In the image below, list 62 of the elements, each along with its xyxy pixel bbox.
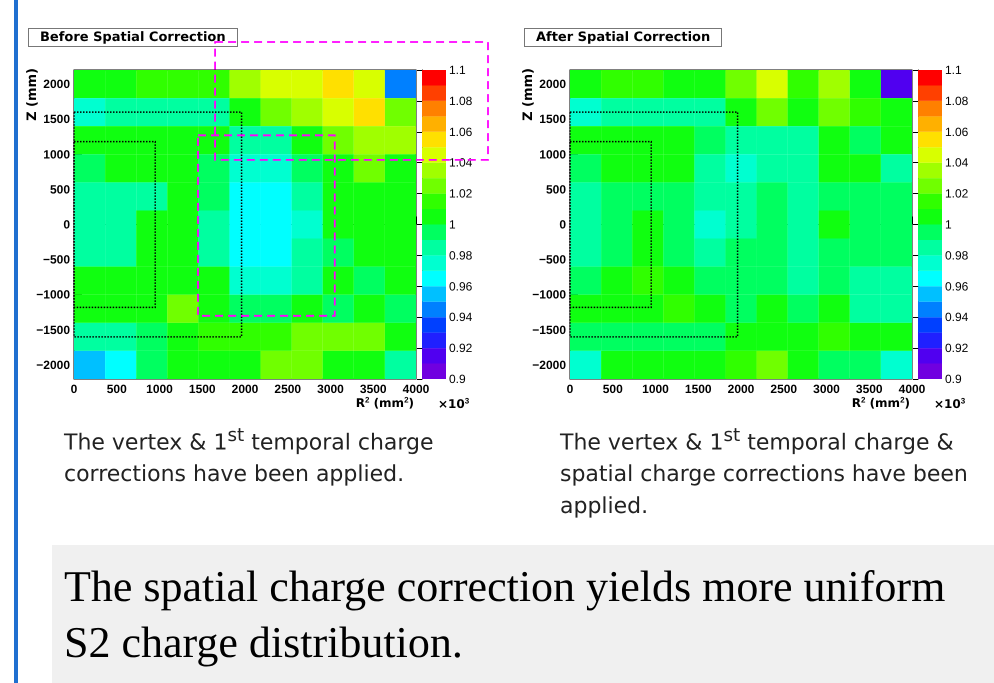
- color-bar-label: 1.08: [945, 94, 969, 108]
- color-bar-label: 0.98: [945, 248, 969, 262]
- x-tick-label: 1000: [642, 382, 670, 396]
- x-tick-label: 2000: [728, 382, 755, 396]
- text: The vertex & 1$^{st}$ temporal charge & spatial charge corrections have been applied.: [560, 424, 969, 522]
- color-bar-label: 1.1: [449, 63, 466, 77]
- color-bar-label: 0.9: [945, 372, 962, 386]
- y-tick-label: 0: [63, 218, 70, 232]
- y-tick-label: 500: [50, 182, 70, 196]
- y-tick-label: 2000: [43, 77, 70, 92]
- x-tick-label: 1000: [146, 382, 174, 396]
- x-tick-label: 2000: [232, 382, 259, 396]
- y-tick-label: 1500: [539, 112, 566, 126]
- chart-title: After Spatial Correction: [536, 30, 710, 45]
- color-bar-label: 0.92: [945, 341, 969, 356]
- color-bar-label: 0.9: [449, 372, 466, 386]
- color-bar-label: 1.08: [449, 94, 473, 108]
- text: The vertex & 1$^{st}$ temporal charge corrections have been applied.: [64, 424, 435, 490]
- color-bar-label: 1.04: [945, 156, 969, 170]
- x-tick-label: 3000: [317, 382, 344, 396]
- color-bar-label: 1.06: [945, 124, 969, 139]
- y-tick-label: 2000: [539, 77, 566, 92]
- y-tick-label: −2000: [36, 358, 70, 372]
- y-tick-label: −1500: [532, 322, 566, 337]
- color-bar-label: 0.96: [945, 279, 969, 294]
- text: The spatial charge correction yields more uniform S2 charge distribution.: [52, 545, 994, 683]
- x-tick-label: 3500: [856, 382, 883, 396]
- color-bar-label: 0.92: [449, 341, 473, 356]
- color-bar-label: 1.02: [945, 186, 969, 201]
- x-tick-label: 2500: [274, 382, 302, 396]
- y-tick-label: −1500: [36, 322, 70, 337]
- x-tick-label: 3500: [360, 382, 387, 396]
- y-tick-label: 1000: [43, 147, 70, 162]
- y-tick-label: 1000: [539, 147, 566, 162]
- color-bar-label: 0.96: [449, 279, 473, 294]
- x-tick-label: 1500: [684, 382, 712, 396]
- color-bar-label: 0.94: [945, 310, 969, 324]
- x-tick-label: 2500: [770, 382, 798, 396]
- chart-title: Before Spatial Correction: [40, 30, 226, 45]
- x-tick-label: 3000: [813, 382, 840, 396]
- y-tick-label: −1000: [532, 288, 566, 302]
- x-tick-label: 4000: [402, 382, 430, 396]
- y-tick-label: −1000: [36, 288, 70, 302]
- y-tick-label: −2000: [532, 358, 566, 372]
- y-tick-label: 1500: [43, 112, 70, 126]
- color-bar-label: 1: [449, 218, 456, 232]
- y-axis-title: Z (mm): [521, 68, 536, 121]
- color-bar-label: 1.02: [449, 186, 473, 201]
- x-tick-label: 4000: [898, 382, 926, 396]
- color-bar-label: 0.94: [449, 310, 473, 324]
- color-bar-label: 0.98: [449, 248, 473, 262]
- color-bar-label: 1.1: [945, 63, 962, 77]
- x-tick-label: 500: [602, 382, 624, 396]
- y-tick-label: 0: [559, 218, 566, 232]
- x-tick-label: 500: [106, 382, 128, 396]
- color-bar-label: 1: [945, 218, 952, 232]
- x-tick-label: 1500: [188, 382, 216, 396]
- color-bar-label: 1.06: [449, 124, 473, 139]
- y-tick-label: −500: [538, 252, 566, 267]
- y-tick-label: −500: [42, 252, 70, 267]
- y-axis-title: Z (mm): [25, 68, 40, 121]
- y-tick-label: 500: [546, 182, 566, 196]
